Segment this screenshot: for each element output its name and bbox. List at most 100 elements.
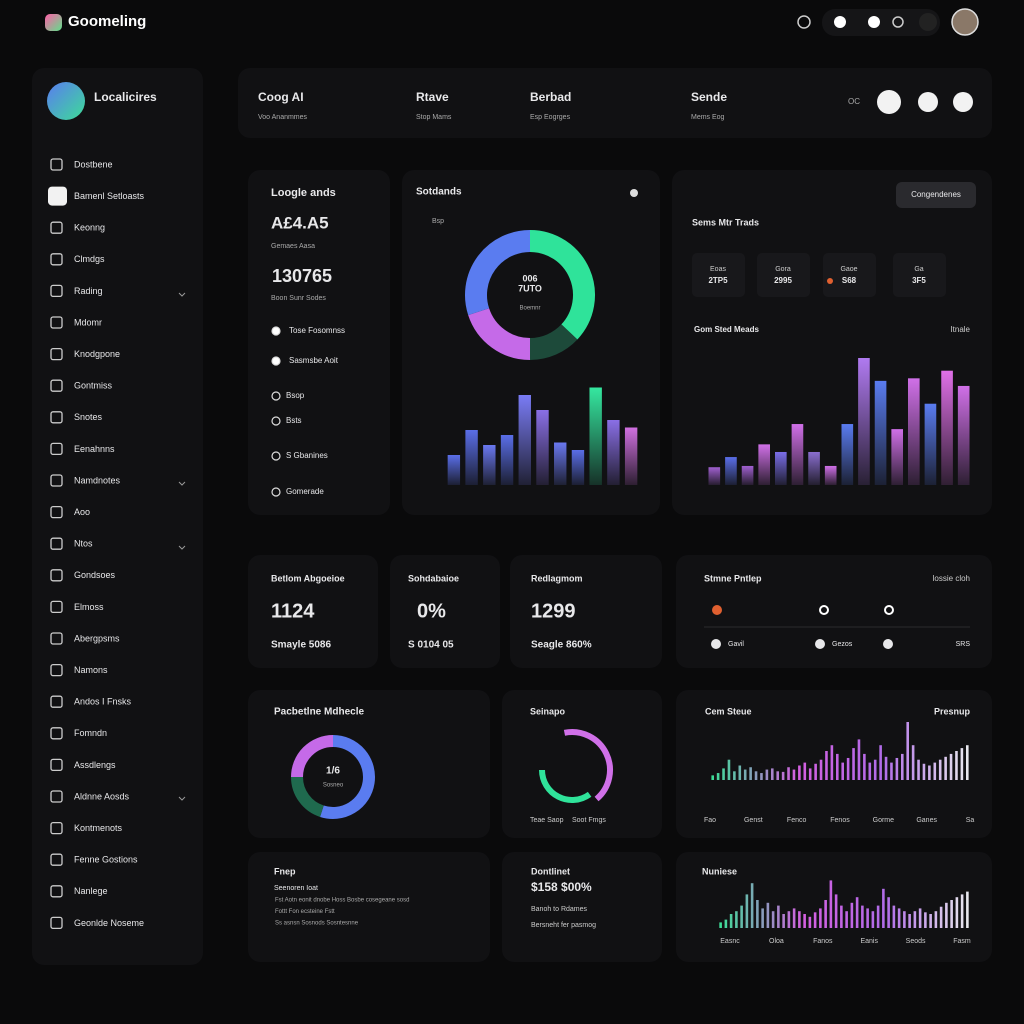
card (502, 852, 662, 962)
label: Eanis (860, 938, 878, 945)
nav-item[interactable]: Geonlde Noseme (74, 918, 144, 928)
stat-title: Coog AI (258, 90, 304, 104)
label: Fenos (830, 817, 850, 824)
item-icon (50, 316, 63, 329)
nav-item[interactable]: Fomndn (74, 728, 107, 738)
nav-item[interactable]: Gondsoes (74, 570, 116, 580)
bar (774, 451, 787, 485)
nav-item[interactable]: Eenahnns (74, 444, 115, 454)
nav-item[interactable]: Aldnne Aosds (74, 791, 130, 801)
nav-item[interactable]: Abergpsms (74, 633, 120, 643)
nav-item[interactable]: Assdlengs (74, 760, 116, 770)
stat-value: 0% (417, 600, 446, 622)
label: 2TP5 (708, 276, 728, 285)
nav-item[interactable]: Snotes (74, 412, 103, 422)
dot (884, 605, 894, 615)
label: Fnep (274, 866, 296, 876)
nav-item[interactable]: Knodgpone (74, 349, 120, 359)
nav-item[interactable]: Gontmiss (74, 381, 113, 391)
label: Sa (966, 817, 975, 824)
label: Seinapo (530, 706, 566, 716)
mini-card (757, 253, 810, 297)
nav-item[interactable]: Elmoss (74, 602, 104, 612)
card (390, 555, 500, 668)
bar (483, 445, 496, 485)
bar (725, 457, 737, 485)
label: Sohdabaioe (408, 573, 459, 583)
label: Fanos (813, 938, 833, 945)
label: Gaoe (840, 266, 857, 273)
nav-item[interactable]: Dostbene (74, 159, 113, 169)
label: Soot Fmgs (572, 817, 606, 824)
icon[interactable] (868, 16, 880, 28)
button-label: Congendenes (911, 190, 961, 199)
label: Presnup (934, 706, 971, 716)
nav-item[interactable]: Rading (74, 286, 103, 296)
donut-segment (465, 230, 531, 316)
nav-item[interactable]: Kontmenots (74, 823, 123, 833)
bar (808, 451, 820, 485)
list-icon (271, 326, 281, 336)
chevron (178, 545, 186, 550)
label: Fasm (953, 938, 971, 945)
bar (824, 465, 837, 485)
label: Cem Steue (705, 706, 752, 716)
bar (924, 403, 937, 485)
donut-segment (468, 307, 531, 360)
bar (741, 465, 754, 485)
top-icon[interactable] (953, 92, 973, 112)
card (502, 690, 662, 838)
nav-item[interactable]: Mdomr (74, 317, 102, 327)
nav-item[interactable]: Ntos (74, 539, 93, 549)
amount: A£4.A5 (271, 213, 329, 232)
bar (500, 435, 514, 485)
nav-item[interactable]: Aoo (74, 507, 90, 517)
item-icon (50, 821, 63, 835)
item-icon (883, 639, 893, 649)
nav-item[interactable]: Namdnotes (74, 475, 121, 485)
ring (539, 769, 592, 803)
nav-item[interactable]: Andos I Fnsks (74, 697, 132, 707)
label: Pacbetlne Mdhecle (274, 707, 364, 718)
nav-item[interactable]: Keonng (74, 223, 105, 233)
bar (791, 424, 804, 485)
label: Betlom Abgoeioe (271, 573, 345, 583)
list-icon (271, 451, 281, 461)
label: Sasmsbe Aoit (289, 356, 339, 365)
label: Nuniese (702, 866, 737, 876)
list-icon (271, 391, 281, 401)
bar (907, 378, 920, 485)
icon[interactable] (834, 16, 846, 28)
item-icon (50, 885, 63, 898)
label: Gomerade (286, 487, 324, 496)
bar (536, 410, 549, 485)
card (676, 690, 992, 838)
nav-item[interactable]: Fenne Gostions (74, 855, 138, 865)
item-icon (711, 639, 721, 649)
bar (891, 429, 904, 485)
card (248, 555, 378, 668)
label: Fenco (787, 817, 807, 824)
nav-item[interactable]: Namons (74, 665, 108, 675)
icon[interactable] (919, 13, 937, 31)
label: Gavil (728, 641, 744, 648)
ring (563, 729, 613, 802)
item-icon (815, 639, 825, 649)
label: Ss asnsn Sosnods Sosntesnne (275, 921, 359, 927)
nav-item[interactable]: Nanlege (74, 886, 108, 896)
top-icon[interactable] (877, 90, 901, 114)
icon[interactable] (892, 16, 904, 28)
label: Sems Mtr Trads (692, 217, 759, 227)
nav-item[interactable]: Bamenl Setloasts (74, 191, 145, 201)
button[interactable] (896, 182, 976, 208)
bar (941, 370, 953, 485)
item-icon (50, 347, 63, 361)
avatar[interactable] (951, 8, 979, 36)
label: Fottt Fon ecsteine Fstt (275, 909, 335, 915)
nav-item[interactable]: Clmdgs (74, 254, 105, 264)
icon[interactable] (797, 15, 811, 29)
label: Banoh to Rdames (531, 906, 588, 913)
top-icon[interactable] (918, 92, 938, 112)
label: Fao (704, 817, 716, 824)
